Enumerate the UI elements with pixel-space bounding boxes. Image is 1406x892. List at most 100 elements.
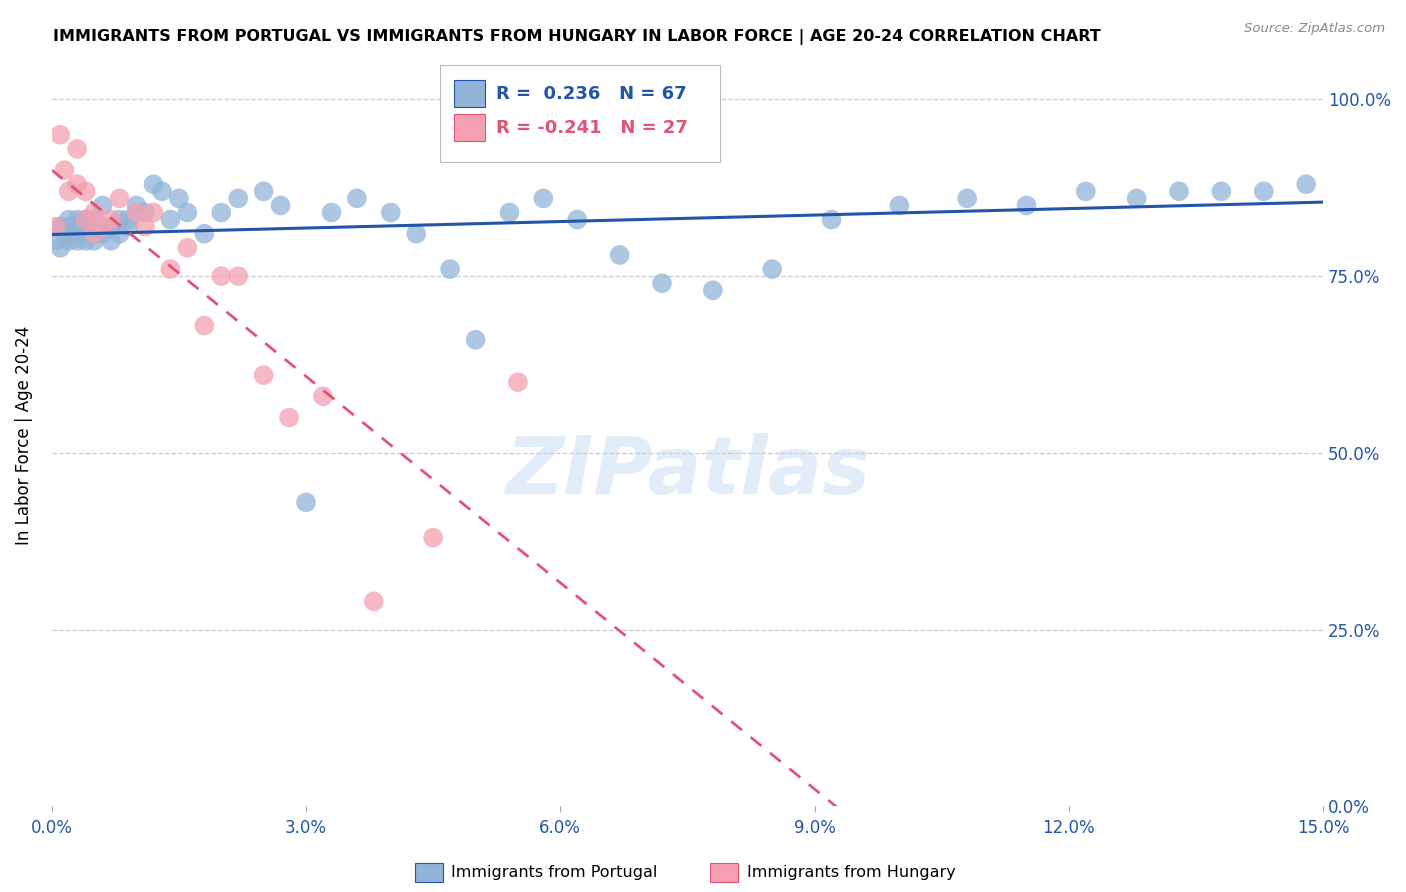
- Point: [226, 269, 249, 284]
- Point: [66, 142, 89, 156]
- Point: [1295, 178, 1317, 192]
- Point: [270, 198, 292, 212]
- Point: [422, 531, 444, 545]
- Point: [108, 212, 131, 227]
- Point: [134, 205, 156, 219]
- Point: [1074, 184, 1097, 198]
- Text: IMMIGRANTS FROM PORTUGAL VS IMMIGRANTS FROM HUNGARY IN LABOR FORCE | AGE 20-24 C: IMMIGRANTS FROM PORTUGAL VS IMMIGRANTS F…: [53, 29, 1101, 45]
- Point: [66, 178, 89, 192]
- Point: [380, 205, 402, 219]
- Point: [49, 219, 72, 234]
- Point: [312, 389, 335, 403]
- Point: [176, 205, 198, 219]
- Point: [75, 212, 97, 227]
- Point: [49, 128, 72, 142]
- Text: R =  0.236   N = 67: R = 0.236 N = 67: [496, 85, 688, 103]
- Point: [405, 227, 427, 241]
- Point: [83, 227, 105, 241]
- Point: [150, 184, 173, 198]
- Point: [209, 269, 232, 284]
- Point: [58, 212, 80, 227]
- Point: [278, 410, 301, 425]
- Point: [159, 212, 181, 227]
- Point: [253, 184, 276, 198]
- Point: [117, 212, 139, 227]
- Point: [58, 184, 80, 198]
- Point: [531, 191, 554, 205]
- Point: [567, 212, 589, 227]
- Point: [53, 163, 76, 178]
- Point: [66, 212, 89, 227]
- Point: [117, 219, 139, 234]
- Text: Immigrants from Portugal: Immigrants from Portugal: [451, 865, 658, 880]
- Point: [498, 205, 520, 219]
- Point: [100, 234, 122, 248]
- Point: [45, 219, 67, 234]
- Point: [66, 219, 89, 234]
- Point: [506, 375, 529, 389]
- Point: [761, 262, 783, 277]
- Point: [1354, 178, 1376, 192]
- Point: [651, 277, 673, 291]
- Text: ZIPatlas: ZIPatlas: [505, 434, 870, 511]
- Point: [167, 191, 190, 205]
- Point: [889, 198, 911, 212]
- Point: [609, 248, 631, 262]
- Point: [1253, 184, 1275, 198]
- Point: [83, 212, 105, 227]
- Point: [1379, 178, 1402, 192]
- Point: [295, 495, 318, 509]
- Point: [49, 241, 72, 255]
- Point: [108, 227, 131, 241]
- Point: [91, 219, 114, 234]
- Point: [134, 219, 156, 234]
- Text: R = -0.241   N = 27: R = -0.241 N = 27: [496, 119, 688, 136]
- Point: [125, 205, 148, 219]
- Point: [159, 262, 181, 277]
- Point: [464, 333, 486, 347]
- Point: [45, 234, 67, 248]
- Point: [125, 198, 148, 212]
- Point: [75, 234, 97, 248]
- Point: [176, 241, 198, 255]
- Point: [1329, 178, 1351, 192]
- Point: [321, 205, 343, 219]
- Point: [66, 234, 89, 248]
- Point: [100, 219, 122, 234]
- Point: [100, 212, 122, 227]
- Point: [193, 318, 215, 333]
- Text: Source: ZipAtlas.com: Source: ZipAtlas.com: [1244, 22, 1385, 36]
- Point: [346, 191, 368, 205]
- Point: [1125, 191, 1147, 205]
- Point: [209, 205, 232, 219]
- Point: [83, 227, 105, 241]
- Point: [53, 227, 76, 241]
- Point: [1168, 184, 1191, 198]
- Y-axis label: In Labor Force | Age 20-24: In Labor Force | Age 20-24: [15, 326, 32, 545]
- Point: [702, 283, 724, 297]
- Point: [62, 227, 84, 241]
- Text: Immigrants from Hungary: Immigrants from Hungary: [747, 865, 955, 880]
- Point: [142, 178, 165, 192]
- Point: [956, 191, 979, 205]
- Point: [253, 368, 276, 383]
- Point: [820, 212, 842, 227]
- Point: [1211, 184, 1233, 198]
- Point: [363, 594, 385, 608]
- Point: [75, 219, 97, 234]
- Point: [108, 191, 131, 205]
- Point: [91, 227, 114, 241]
- Point: [70, 227, 93, 241]
- Point: [1396, 178, 1406, 192]
- Point: [193, 227, 215, 241]
- Point: [79, 219, 101, 234]
- Point: [83, 205, 105, 219]
- Point: [83, 234, 105, 248]
- Point: [58, 219, 80, 234]
- Point: [142, 205, 165, 219]
- Point: [75, 212, 97, 227]
- Point: [439, 262, 461, 277]
- Point: [91, 198, 114, 212]
- Point: [1015, 198, 1038, 212]
- Point: [58, 234, 80, 248]
